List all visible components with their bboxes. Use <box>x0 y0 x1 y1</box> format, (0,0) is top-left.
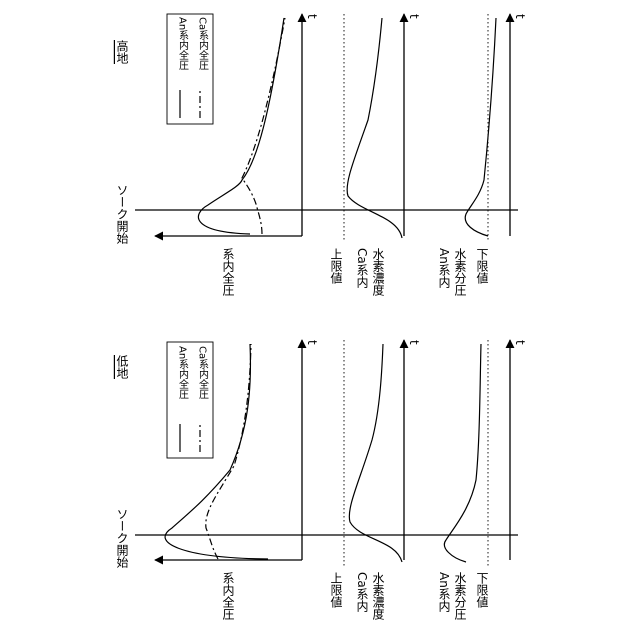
time-axis-label-low-1: t <box>305 340 319 345</box>
time-axis-label-low-2: t <box>407 340 421 345</box>
ca-h2-curve-high <box>347 18 402 238</box>
an-h2-label-low-2: 水素分圧 <box>453 572 467 621</box>
legend-ca-low: Ca系内全圧 <box>197 346 209 400</box>
panel-low: 低地 ソーク開始 t 系内全圧 An系内全圧 Ca系内全圧 t 上限値 Ca系内… <box>115 340 527 621</box>
upper-limit-label-high: 上限値 <box>329 248 343 284</box>
an-h2-label-high-1: An系内 <box>437 248 451 288</box>
soak-start-label-low: ソーク開始 <box>115 508 129 568</box>
ca-h2-label-low-1: Ca系内 <box>355 572 369 612</box>
panel-high: 高地 ソーク開始 t 系内全圧 An系内全圧 Ca系内全圧 t 上限値 Ca系内… <box>115 14 527 297</box>
lower-limit-label-high: 下限値 <box>475 248 489 284</box>
panel-title-low: 低地 <box>115 355 129 379</box>
legend-high: An系内全圧 Ca系内全圧 <box>167 14 213 124</box>
ca-h2-label-high-2: 水素濃度 <box>371 248 385 296</box>
time-axis-label-low-3: t <box>513 340 527 345</box>
soak-start-label-high: ソーク開始 <box>115 184 129 244</box>
legend-an-high: An系内全圧 <box>177 17 189 71</box>
time-axis-label-high-3: t <box>513 14 527 19</box>
ca-h2-curve-low <box>349 344 402 562</box>
legend-ca-high: Ca系内全圧 <box>197 17 209 71</box>
time-axis-label-high-1: t <box>305 14 319 19</box>
ca-h2-label-low-2: 水素濃度 <box>371 572 385 620</box>
an-h2-curve-high <box>465 18 496 236</box>
time-axis-label-high-2: t <box>407 14 421 19</box>
an-h2-curve-low <box>444 344 481 562</box>
an-h2-label-high-2: 水素分圧 <box>453 248 467 297</box>
pressure-axis-label-low: 系内全圧 <box>221 572 235 621</box>
pressure-axis-label-high: 系内全圧 <box>221 248 235 297</box>
legend-an-low: An系内全圧 <box>177 346 189 400</box>
lower-limit-label-low: 下限値 <box>475 572 489 608</box>
legend-low: An系内全圧 Ca系内全圧 <box>167 342 213 458</box>
upper-limit-label-low: 上限値 <box>329 572 343 608</box>
ca-h2-label-high-1: Ca系内 <box>355 248 369 288</box>
panel-title-high: 高地 <box>115 39 129 64</box>
an-h2-label-low-1: An系内 <box>437 572 451 612</box>
